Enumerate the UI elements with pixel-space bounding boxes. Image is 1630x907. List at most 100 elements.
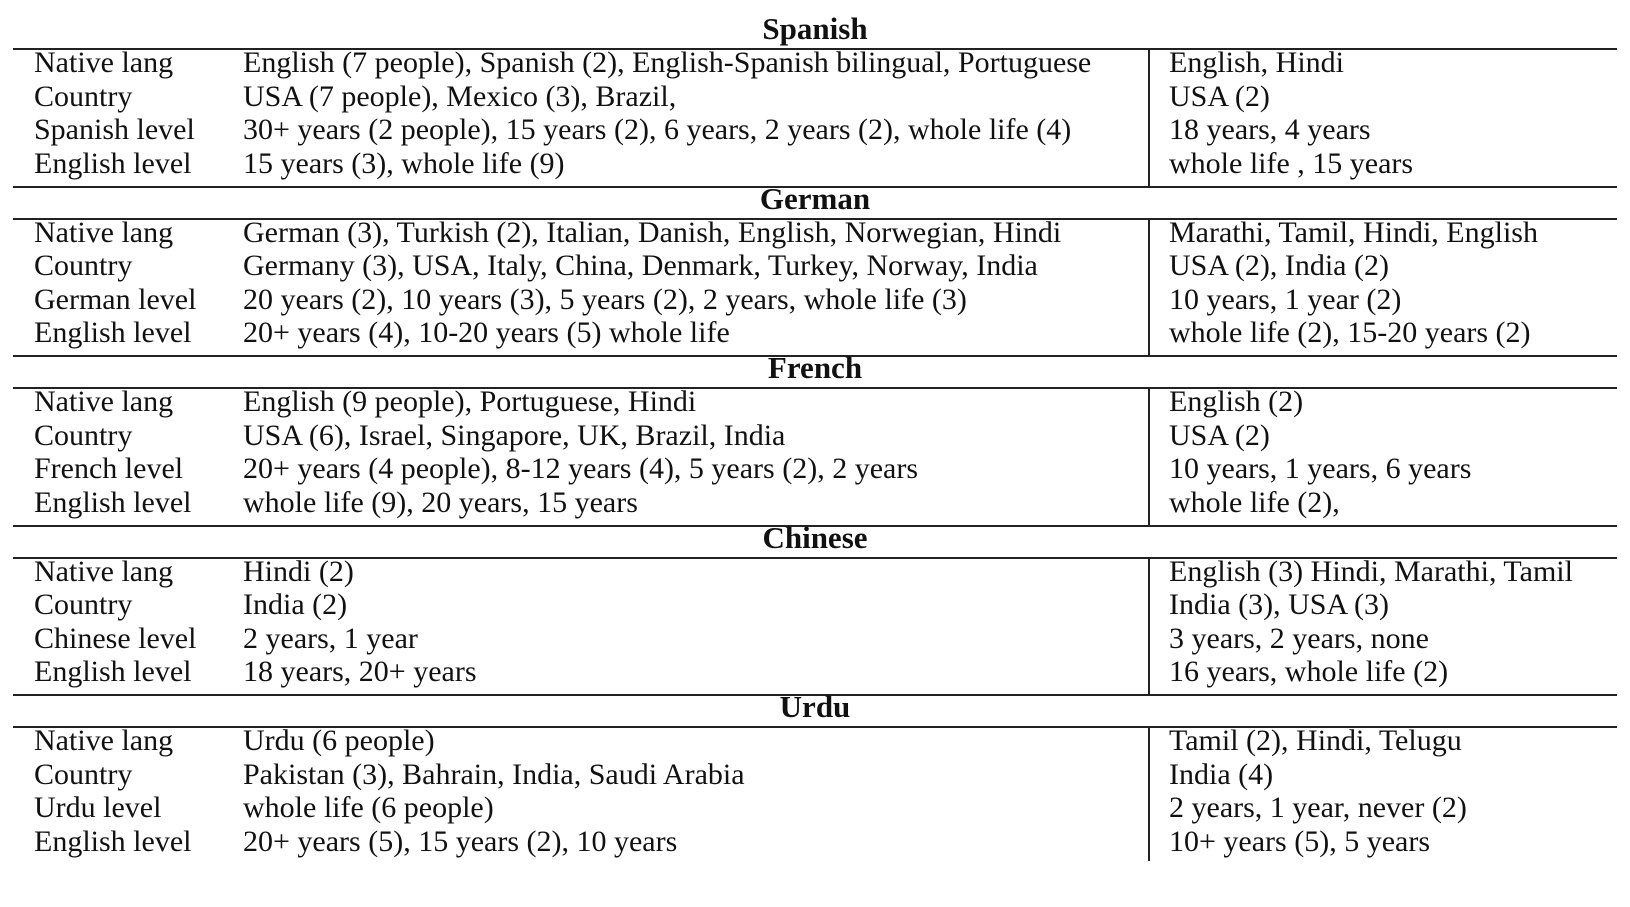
- table-row: English level 18 years, 20+ years 16 years…: [0, 654, 1630, 689]
- group1-cell: whole life (9), 20 years, 15 years: [243, 485, 638, 519]
- row-label: Native lang: [34, 554, 174, 588]
- group2-cell: 3 years, 2 years, none: [1169, 621, 1429, 655]
- row-label: English level: [34, 655, 192, 689]
- table-row: English level whole life (9), 20 years, 1…: [0, 485, 1630, 520]
- table-row: Chinese level 2 years, 1 year 3 years, 2 y…: [0, 621, 1630, 656]
- column-divider: [1148, 387, 1150, 525]
- column-divider: [1148, 217, 1150, 356]
- section-title: Urdu: [779, 689, 851, 724]
- group1-cell: whole life (6 people): [243, 791, 494, 825]
- section-bottom-rule: [13, 694, 1617, 697]
- row-label: Country: [34, 79, 133, 113]
- row-label: English level: [34, 316, 192, 350]
- row-label: Native lang: [34, 724, 174, 757]
- group1-cell: Hindi (2): [243, 554, 354, 588]
- group1-cell: 2 years, 1 year: [243, 621, 418, 655]
- column-divider: [1148, 48, 1150, 186]
- table-row: Country USA (6), Israel, Singapore, UK, B…: [0, 418, 1630, 453]
- group1-cell: USA (6), Israel, Singapore, UK, Brazil, …: [243, 418, 786, 452]
- group2-cell: 16 years, whole life (2): [1169, 655, 1449, 689]
- table-row: Native lang Hindi (2) English (3) Hindi, M…: [0, 554, 1630, 589]
- group1-cell: India (2): [243, 588, 348, 622]
- table-row: English level 15 years (3), whole life (9…: [0, 146, 1630, 181]
- section-rule: [13, 387, 1617, 389]
- group2-cell: Marathi, Tamil, Hindi, English: [1169, 215, 1538, 249]
- group1-cell: 20 years (2), 10 years (3), 5 years (2),…: [243, 282, 967, 316]
- row-label: English level: [34, 485, 192, 519]
- group2-cell: 18 years, 4 years: [1169, 113, 1371, 147]
- table-row: French level 20+ years (4 people), 8-12 y…: [0, 451, 1630, 486]
- group2-cell: India (3), USA (3): [1169, 588, 1389, 622]
- group2-cell: 10 years, 1 years, 6 years: [1169, 452, 1472, 486]
- table-row: English level 20+ years (4), 10-20 years …: [0, 315, 1630, 350]
- row-label: Spanish level: [34, 113, 195, 147]
- group2-cell: 10+ years (5), 5 years: [1169, 824, 1430, 858]
- row-label: English level: [34, 146, 192, 180]
- row-label: Country: [34, 588, 133, 622]
- group1-cell: 30+ years (2 people), 15 years (2), 6 ye…: [243, 113, 1072, 147]
- row-label: Chinese level: [34, 621, 197, 655]
- row-label: Native lang: [34, 215, 174, 249]
- group2-cell: 2 years, 1 year, never (2): [1169, 791, 1467, 825]
- section-title: French: [767, 350, 863, 385]
- table-row: Native lang German (3), Turkish (2), Ital…: [0, 215, 1630, 250]
- table-row: Native lang English (7 people), Spanish (…: [0, 45, 1630, 80]
- table-row: Country USA (7 people), Mexico (3), Brazi…: [0, 79, 1630, 114]
- group2-cell: 10 years, 1 year (2): [1169, 282, 1402, 316]
- section-title: German: [759, 180, 871, 216]
- group2-cell: USA (2): [1169, 418, 1270, 452]
- table-row: Country India (2) India (3), USA (3): [0, 587, 1630, 622]
- section-rule: [13, 48, 1617, 50]
- column-divider: [1148, 556, 1150, 695]
- row-label: Native lang: [34, 46, 174, 79]
- group2-cell: whole life , 15 years: [1169, 146, 1414, 180]
- group1-cell: 20+ years (4 people), 8-12 years (4), 5 …: [243, 452, 918, 486]
- group1-cell: 18 years, 20+ years: [243, 655, 477, 689]
- section-rule: [13, 726, 1617, 728]
- row-label: Urdu level: [34, 791, 162, 825]
- group1-cell: Germany (3), USA, Italy, China, Denmark,…: [243, 249, 1038, 283]
- section-rule: [13, 556, 1617, 559]
- section-bottom-rule: [13, 185, 1617, 188]
- group2-cell: India (4): [1169, 757, 1274, 791]
- group1-cell: 20+ years (5), 15 years (2), 10 years: [243, 824, 678, 858]
- row-label: Country: [34, 418, 133, 452]
- row-label: German level: [34, 282, 197, 316]
- group1-cell: 20+ years (4), 10-20 years (5) whole lif…: [243, 316, 730, 350]
- group1-cell: 15 years (3), whole life (9): [243, 146, 565, 180]
- table-row: Native lang Urdu (6 people) Tamil (2), Hin…: [0, 723, 1630, 758]
- section-title: Spanish: [762, 11, 868, 46]
- section-bottom-rule: [13, 355, 1617, 358]
- column-divider: [1148, 726, 1150, 861]
- row-label: Country: [34, 757, 133, 791]
- group1-cell: Urdu (6 people): [243, 724, 435, 757]
- section-bottom-rule: [13, 524, 1617, 527]
- table-row: English level 20+ years (5), 15 years (2)…: [0, 824, 1630, 859]
- table-row: Native lang English (9 people), Portugues…: [0, 384, 1630, 419]
- row-label: Native lang: [34, 385, 174, 418]
- group2-cell: whole life (2),: [1169, 485, 1340, 519]
- table-row: Urdu level whole life (6 people) 2 years, …: [0, 790, 1630, 825]
- group1-cell: Pakistan (3), Bahrain, India, Saudi Arab…: [243, 757, 745, 791]
- row-label: Country: [34, 249, 133, 283]
- group2-cell: Tamil (2), Hindi, Telugu: [1169, 724, 1462, 757]
- row-label: English level: [34, 824, 192, 858]
- group2-cell: USA (2), India (2): [1169, 249, 1389, 283]
- group1-cell: German (3), Turkish (2), Italian, Danish…: [243, 215, 1062, 249]
- group1-cell: English (7 people), Spanish (2), English…: [243, 46, 1092, 79]
- group2-cell: English (3) Hindi, Marathi, Tamil: [1169, 554, 1573, 588]
- table-row: Country Pakistan (3), Bahrain, India, Sau…: [0, 757, 1630, 792]
- section-rule: [13, 217, 1617, 220]
- table-row: German level 20 years (2), 10 years (3), …: [0, 282, 1630, 317]
- group1-cell: English (9 people), Portuguese, Hindi: [243, 385, 697, 418]
- group1-cell: USA (7 people), Mexico (3), Brazil,: [243, 79, 677, 113]
- table-row: Country Germany (3), USA, Italy, China, D…: [0, 248, 1630, 283]
- group2-cell: USA (2): [1169, 79, 1270, 113]
- group2-cell: English, Hindi: [1169, 46, 1345, 79]
- row-label: French level: [34, 452, 184, 486]
- group2-cell: whole life (2), 15-20 years (2): [1169, 316, 1531, 350]
- table-row: Spanish level 30+ years (2 people), 15 ye…: [0, 112, 1630, 147]
- group2-cell: English (2): [1169, 385, 1304, 418]
- section-title: Chinese: [762, 519, 868, 555]
